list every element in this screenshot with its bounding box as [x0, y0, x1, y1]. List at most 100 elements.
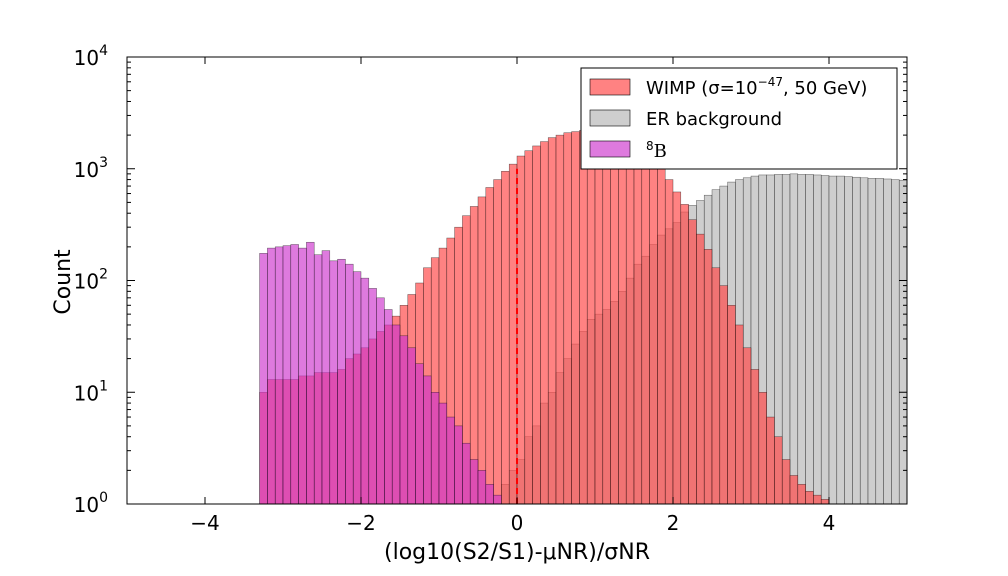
wimp-bar — [758, 392, 767, 505]
wimp-bar — [813, 494, 822, 505]
b8-bar — [493, 494, 502, 505]
x-axis-title: (log10(S2/S1)-μNR)/σNR — [384, 540, 650, 565]
wimp-bar — [789, 475, 799, 505]
wimp-bar — [610, 133, 619, 505]
er-bar — [805, 174, 814, 505]
er-bar — [789, 173, 799, 505]
b8-bar — [352, 271, 362, 505]
er-bar — [852, 176, 861, 505]
wimp-bar — [508, 163, 518, 505]
b8-bar — [477, 470, 487, 505]
wimp-bar — [649, 159, 658, 505]
b8-bar — [454, 425, 463, 505]
wimp-bar — [540, 141, 549, 505]
er-bar — [797, 174, 806, 505]
b8-bar — [306, 241, 315, 505]
er-bar — [820, 175, 830, 505]
wimp-bar — [618, 136, 627, 505]
wimp-bar — [532, 145, 541, 505]
b8-bar — [415, 363, 424, 505]
b8-bar — [313, 254, 323, 505]
x-tick-label: −2 — [346, 511, 375, 535]
er-bar — [781, 174, 791, 505]
wimp-bar — [672, 191, 682, 505]
legend-box — [580, 67, 898, 170]
y-tick-label: 100 — [74, 490, 108, 517]
wimp-bar — [797, 484, 806, 505]
wimp-bar — [664, 179, 674, 505]
wimp-bar — [571, 131, 580, 505]
wimp-bar — [493, 179, 502, 505]
plot-frame — [126, 56, 908, 505]
er-bar — [891, 179, 900, 505]
b8-bar — [430, 392, 440, 505]
wimp-bar — [563, 132, 572, 505]
wimp-bar — [750, 369, 760, 505]
b8-bar — [446, 416, 455, 505]
b8-bar — [267, 247, 276, 505]
wimp-bars — [259, 129, 830, 505]
b8-bar — [462, 442, 471, 505]
b8-bar — [274, 246, 284, 505]
y-tick-label: 103 — [74, 155, 108, 182]
wimp-bar — [727, 305, 736, 505]
wimp-bar — [781, 459, 791, 505]
wimp-bar — [594, 130, 604, 505]
legend-label-er: ER background — [646, 109, 782, 130]
wimp-bar — [555, 134, 565, 505]
wimp-bar — [516, 155, 526, 505]
er-bar — [828, 175, 838, 505]
wimp-bar — [703, 249, 713, 505]
b8-bar — [337, 258, 346, 505]
wimp-bar — [485, 187, 494, 505]
legend-swatch-wimp — [589, 78, 631, 96]
b8-bar — [329, 260, 338, 505]
legend-label-8b: 8B — [646, 139, 667, 162]
y-tick-labels: 100 101 102 103 104 — [74, 43, 108, 517]
wimp-bar — [742, 347, 752, 505]
b8-bar — [438, 402, 448, 505]
b8-bar — [321, 250, 331, 505]
x-tick-label: −4 — [190, 511, 219, 535]
wimp-bar — [579, 130, 588, 505]
wimp-bar — [657, 168, 666, 505]
x-tick-label: 2 — [667, 511, 680, 535]
wimp-bar — [633, 145, 643, 505]
b8-bar — [485, 484, 494, 505]
wimp-bar — [625, 139, 635, 505]
b8-bar — [298, 247, 307, 505]
er-bar — [859, 177, 869, 505]
er-bar — [875, 178, 884, 505]
b8-bar — [423, 375, 432, 505]
b8-bar — [345, 263, 354, 505]
wimp-bar — [711, 267, 721, 505]
wimp-bar — [547, 137, 557, 505]
er-bar — [883, 178, 892, 505]
er-bar — [813, 174, 822, 505]
wimp-bar — [696, 233, 705, 505]
wimp-bar — [641, 152, 650, 505]
y-tick-label: 101 — [74, 378, 108, 405]
b8-bar — [376, 297, 385, 505]
x-tick-label: 4 — [823, 511, 836, 535]
wimp-bar — [735, 324, 744, 505]
axis-ticks — [127, 56, 907, 505]
wimp-bar — [501, 170, 510, 505]
y-tick-label: 104 — [74, 43, 108, 70]
er-bar — [844, 176, 853, 505]
b8-bar — [399, 335, 409, 505]
legend-swatch-er — [589, 109, 631, 127]
wimp-bar — [774, 436, 783, 505]
b8-bar — [407, 347, 416, 505]
wimp-bar — [477, 196, 487, 505]
wimp-bar — [524, 150, 533, 505]
wimp-bar — [602, 131, 611, 505]
b8-bar — [469, 459, 479, 505]
wimp-bar — [766, 416, 775, 505]
wimp-bar — [688, 219, 697, 505]
er-bar — [867, 178, 877, 505]
legend-swatch-8b — [589, 140, 631, 158]
er-bar — [898, 179, 908, 505]
x-tick-label: 0 — [511, 511, 524, 535]
